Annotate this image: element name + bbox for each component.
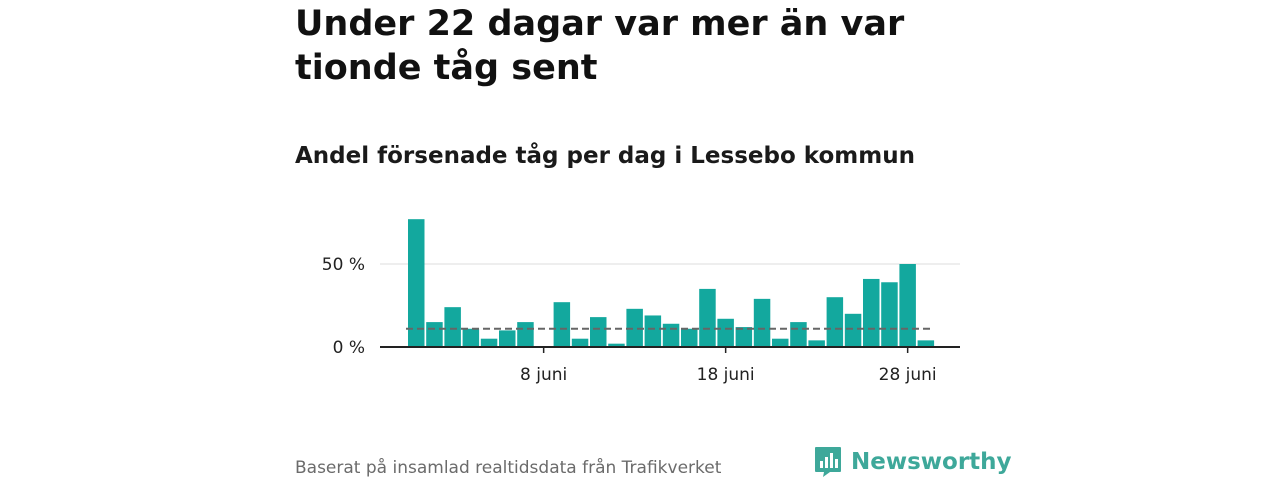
y-tick-label: 0 % (333, 338, 365, 358)
bar (735, 327, 753, 347)
x-tick-label: 28 juni (879, 365, 937, 385)
bar (790, 322, 807, 347)
bar (917, 340, 935, 347)
source-note: Baserat på insamlad realtidsdata från Tr… (295, 458, 722, 478)
bar (517, 322, 534, 347)
bar (753, 298, 771, 347)
bar (571, 338, 589, 347)
bar (826, 297, 844, 347)
bar (608, 343, 625, 347)
bar (881, 282, 898, 347)
bar (844, 313, 862, 347)
bar (699, 288, 716, 347)
bar-chart: 0 % 50 % 8 juni 18 juni 28 juni (322, 219, 960, 385)
bar (499, 330, 516, 347)
bar (899, 264, 916, 347)
bar (444, 307, 461, 347)
bar (863, 278, 880, 347)
bar (426, 322, 443, 347)
bar (717, 318, 734, 347)
newsworthy-logo-icon (815, 447, 841, 477)
bar (644, 315, 662, 347)
chart-title: Under 22 dagar var mer än var tionde tåg… (295, 4, 905, 88)
bar (808, 340, 825, 347)
bar (480, 338, 498, 347)
bar (462, 328, 480, 347)
bar (626, 308, 643, 347)
y-tick-label: 50 % (322, 255, 365, 275)
chart-subtitle: Andel försenade tåg per dag i Lessebo ko… (295, 143, 915, 169)
x-tick-label: 18 juni (697, 365, 755, 385)
x-tick-label: 8 juni (520, 365, 567, 385)
bar (681, 328, 698, 347)
bar (772, 338, 789, 347)
brand-logo[interactable]: Newsworthy (814, 446, 1012, 478)
bar (590, 317, 607, 347)
bar (553, 302, 571, 347)
bar (408, 219, 425, 347)
brand-name: Newsworthy (851, 449, 1012, 475)
bar (662, 323, 680, 347)
